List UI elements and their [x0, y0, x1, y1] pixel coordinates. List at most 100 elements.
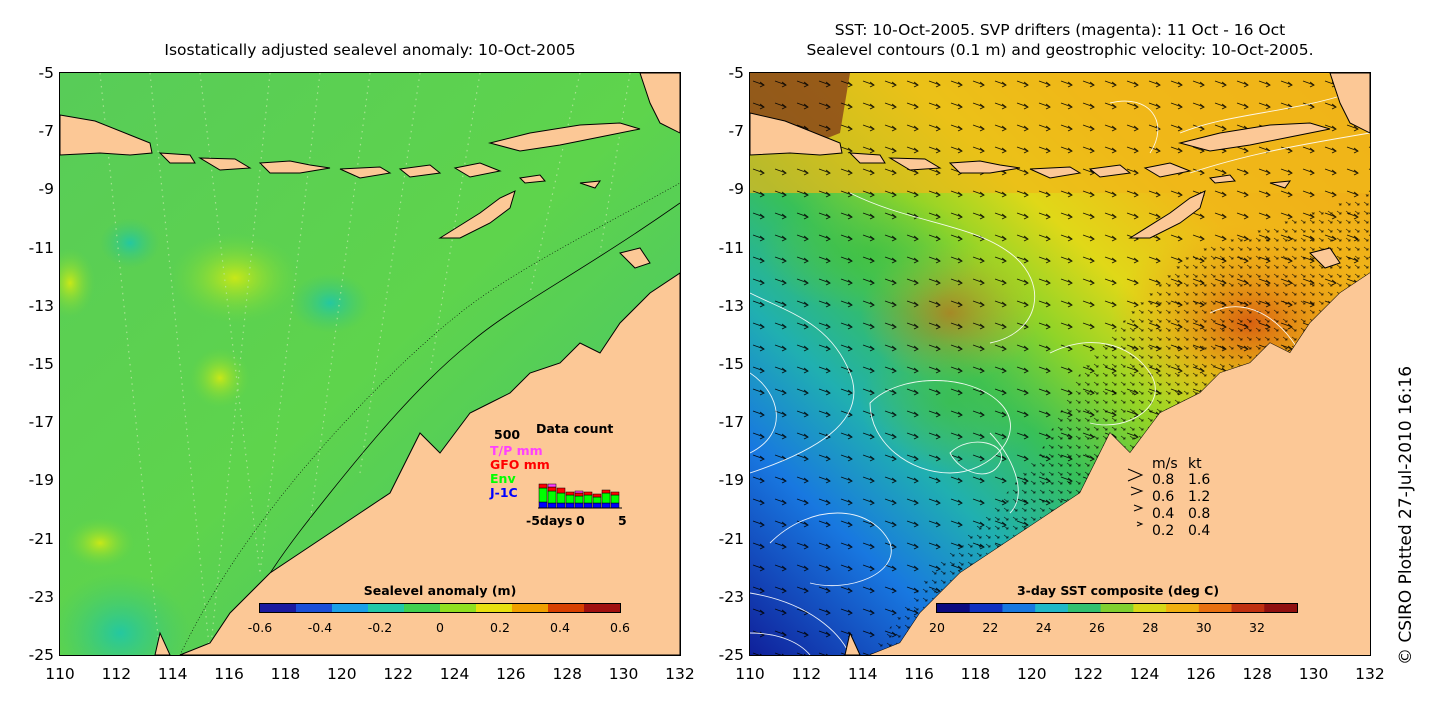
data-count-bar	[592, 502, 602, 509]
sealevel-anomaly-map[interactable]	[60, 73, 680, 655]
velocity-legend-ms: 0.4	[1152, 506, 1175, 522]
data-count-bar	[583, 491, 593, 496]
colorbar-tick-label: 0	[436, 620, 444, 635]
sst-map[interactable]	[750, 73, 1370, 655]
x-axis-tick-label: 130	[1298, 665, 1329, 683]
y-axis-tick-label: -17	[28, 413, 54, 432]
colorbar-swatch	[1133, 604, 1167, 612]
data-count-bar	[547, 483, 557, 488]
y-axis-tick-label: -15	[718, 355, 744, 373]
data-count-bar	[547, 490, 557, 504]
left-map-title: Isostatically adjusted sealevel anomaly:…	[164, 41, 576, 59]
colorbar-swatch	[937, 604, 971, 612]
data-count-xtick-0: 0	[576, 513, 585, 528]
y-axis-tick-label: -23	[718, 587, 744, 606]
colorbar-tick-label: 20	[929, 620, 945, 635]
sealevel-anomaly-map-canvas	[60, 73, 680, 655]
sealevel-colorbar	[259, 603, 621, 613]
colorbar-swatch	[440, 604, 477, 612]
colorbar-tick-label: 26	[1089, 620, 1105, 635]
y-axis-tick-label: -11	[28, 238, 54, 257]
x-axis-tick-label: 120	[1017, 665, 1047, 683]
y-axis-tick-label: -13	[718, 296, 744, 315]
data-count-xtick-5: 5	[618, 513, 627, 528]
x-axis-tick-label: 114	[847, 665, 878, 683]
y-axis-tick-label: -15	[28, 355, 54, 373]
velocity-legend-ms: 0.2	[1152, 523, 1175, 539]
x-axis-tick-label: 130	[608, 665, 639, 683]
data-count-bar	[565, 502, 575, 509]
x-axis-tick-label: 116	[214, 665, 244, 683]
y-axis-tick-label: -25	[28, 646, 54, 664]
y-axis-tick-label: -25	[718, 646, 744, 664]
data-count-bar	[565, 491, 575, 496]
data-count-bar	[556, 502, 566, 509]
velocity-legend-kt: 0.4	[1188, 523, 1211, 539]
y-axis-tick-label: -7	[38, 122, 54, 141]
data-count-bar	[547, 486, 557, 492]
data-count-bar	[574, 502, 584, 509]
y-axis-tick-label: -19	[28, 471, 54, 490]
velocity-legend-ms: 0.6	[1152, 489, 1175, 505]
colorbar-tick-label: 30	[1195, 620, 1212, 635]
data-count-bar	[610, 491, 620, 496]
data-count-title: Data count	[536, 421, 614, 436]
x-axis-tick-label: 118	[270, 665, 301, 683]
data-count-bar	[556, 492, 566, 504]
colorbar-tick-label: 22	[982, 620, 999, 635]
x-axis-tick-label: 112	[101, 665, 132, 683]
colorbar-swatch	[1231, 604, 1265, 612]
data-count-series-tp: T/P mm	[490, 443, 543, 458]
colorbar-swatch	[1100, 604, 1134, 612]
right-map-title-line1: SST: 10-Oct-2005. SVP drifters (magenta)…	[834, 21, 1286, 39]
colorbar-tick-label: 24	[1035, 620, 1052, 635]
y-axis-tick-label: -9	[38, 180, 54, 199]
data-count-bar	[592, 496, 602, 504]
x-axis-tick-label: 110	[735, 665, 765, 683]
colorbar-swatch	[476, 604, 513, 612]
colorbar-swatch	[1166, 604, 1200, 612]
velocity-legend-kt: 1.6	[1188, 472, 1211, 488]
credit-text: © CSIRO Plotted 27-Jul-2010 16:16	[1396, 365, 1416, 665]
data-count-xlabel: -5days	[526, 513, 573, 528]
x-axis-tick-label: 132	[665, 665, 695, 683]
sealevel-colorbar-title: Sealevel anomaly (m)	[363, 583, 517, 598]
colorbar-swatch	[368, 604, 405, 612]
velocity-legend-kt: 0.8	[1188, 506, 1211, 522]
data-count-bar	[601, 492, 611, 504]
colorbar-swatch	[1035, 604, 1069, 612]
colorbar-swatch	[584, 604, 621, 612]
australia-landmass-sst	[870, 273, 1370, 655]
data-count-bar	[565, 494, 575, 504]
australia-landmass	[179, 272, 680, 655]
velocity-legend-kt: 1.2	[1188, 489, 1211, 505]
y-axis-tick-label: -17	[718, 413, 744, 432]
colorbar-swatch	[404, 604, 441, 612]
x-axis-tick-label: 132	[1355, 665, 1385, 683]
colorbar-swatch	[296, 604, 333, 612]
velocity-legend-header-ms: m/s	[1152, 456, 1178, 472]
x-axis-tick-label: 124	[1129, 665, 1160, 683]
x-axis-tick-label: 118	[960, 665, 991, 683]
x-axis-tick-label: 128	[552, 665, 583, 683]
y-axis-tick-label: -23	[28, 587, 54, 606]
data-count-bar	[574, 490, 584, 494]
colorbar-swatch	[1264, 604, 1298, 612]
colorbar-tick-label: 0.2	[490, 620, 510, 635]
data-count-bar	[583, 494, 593, 504]
data-count-bar	[583, 502, 593, 509]
data-count-scale: 500	[494, 427, 521, 442]
right-map-title-line2: Sealevel contours (0.1 m) and geostrophi…	[806, 41, 1314, 59]
colorbar-swatch	[969, 604, 1003, 612]
colorbar-swatch	[260, 604, 297, 612]
data-count-bar	[574, 492, 584, 497]
data-count-bar	[610, 502, 620, 509]
data-count-bar	[538, 501, 548, 509]
y-axis-tick-label: -11	[718, 238, 744, 257]
colorbar-tick-label: 32	[1249, 620, 1265, 635]
x-axis-tick-label: 116	[904, 665, 934, 683]
y-axis-tick-label: -21	[718, 529, 744, 548]
data-count-series-env: Env	[490, 471, 516, 486]
velocity-legend-ms: 0.8	[1152, 472, 1175, 488]
colorbar-tick-label: -0.2	[367, 620, 393, 635]
